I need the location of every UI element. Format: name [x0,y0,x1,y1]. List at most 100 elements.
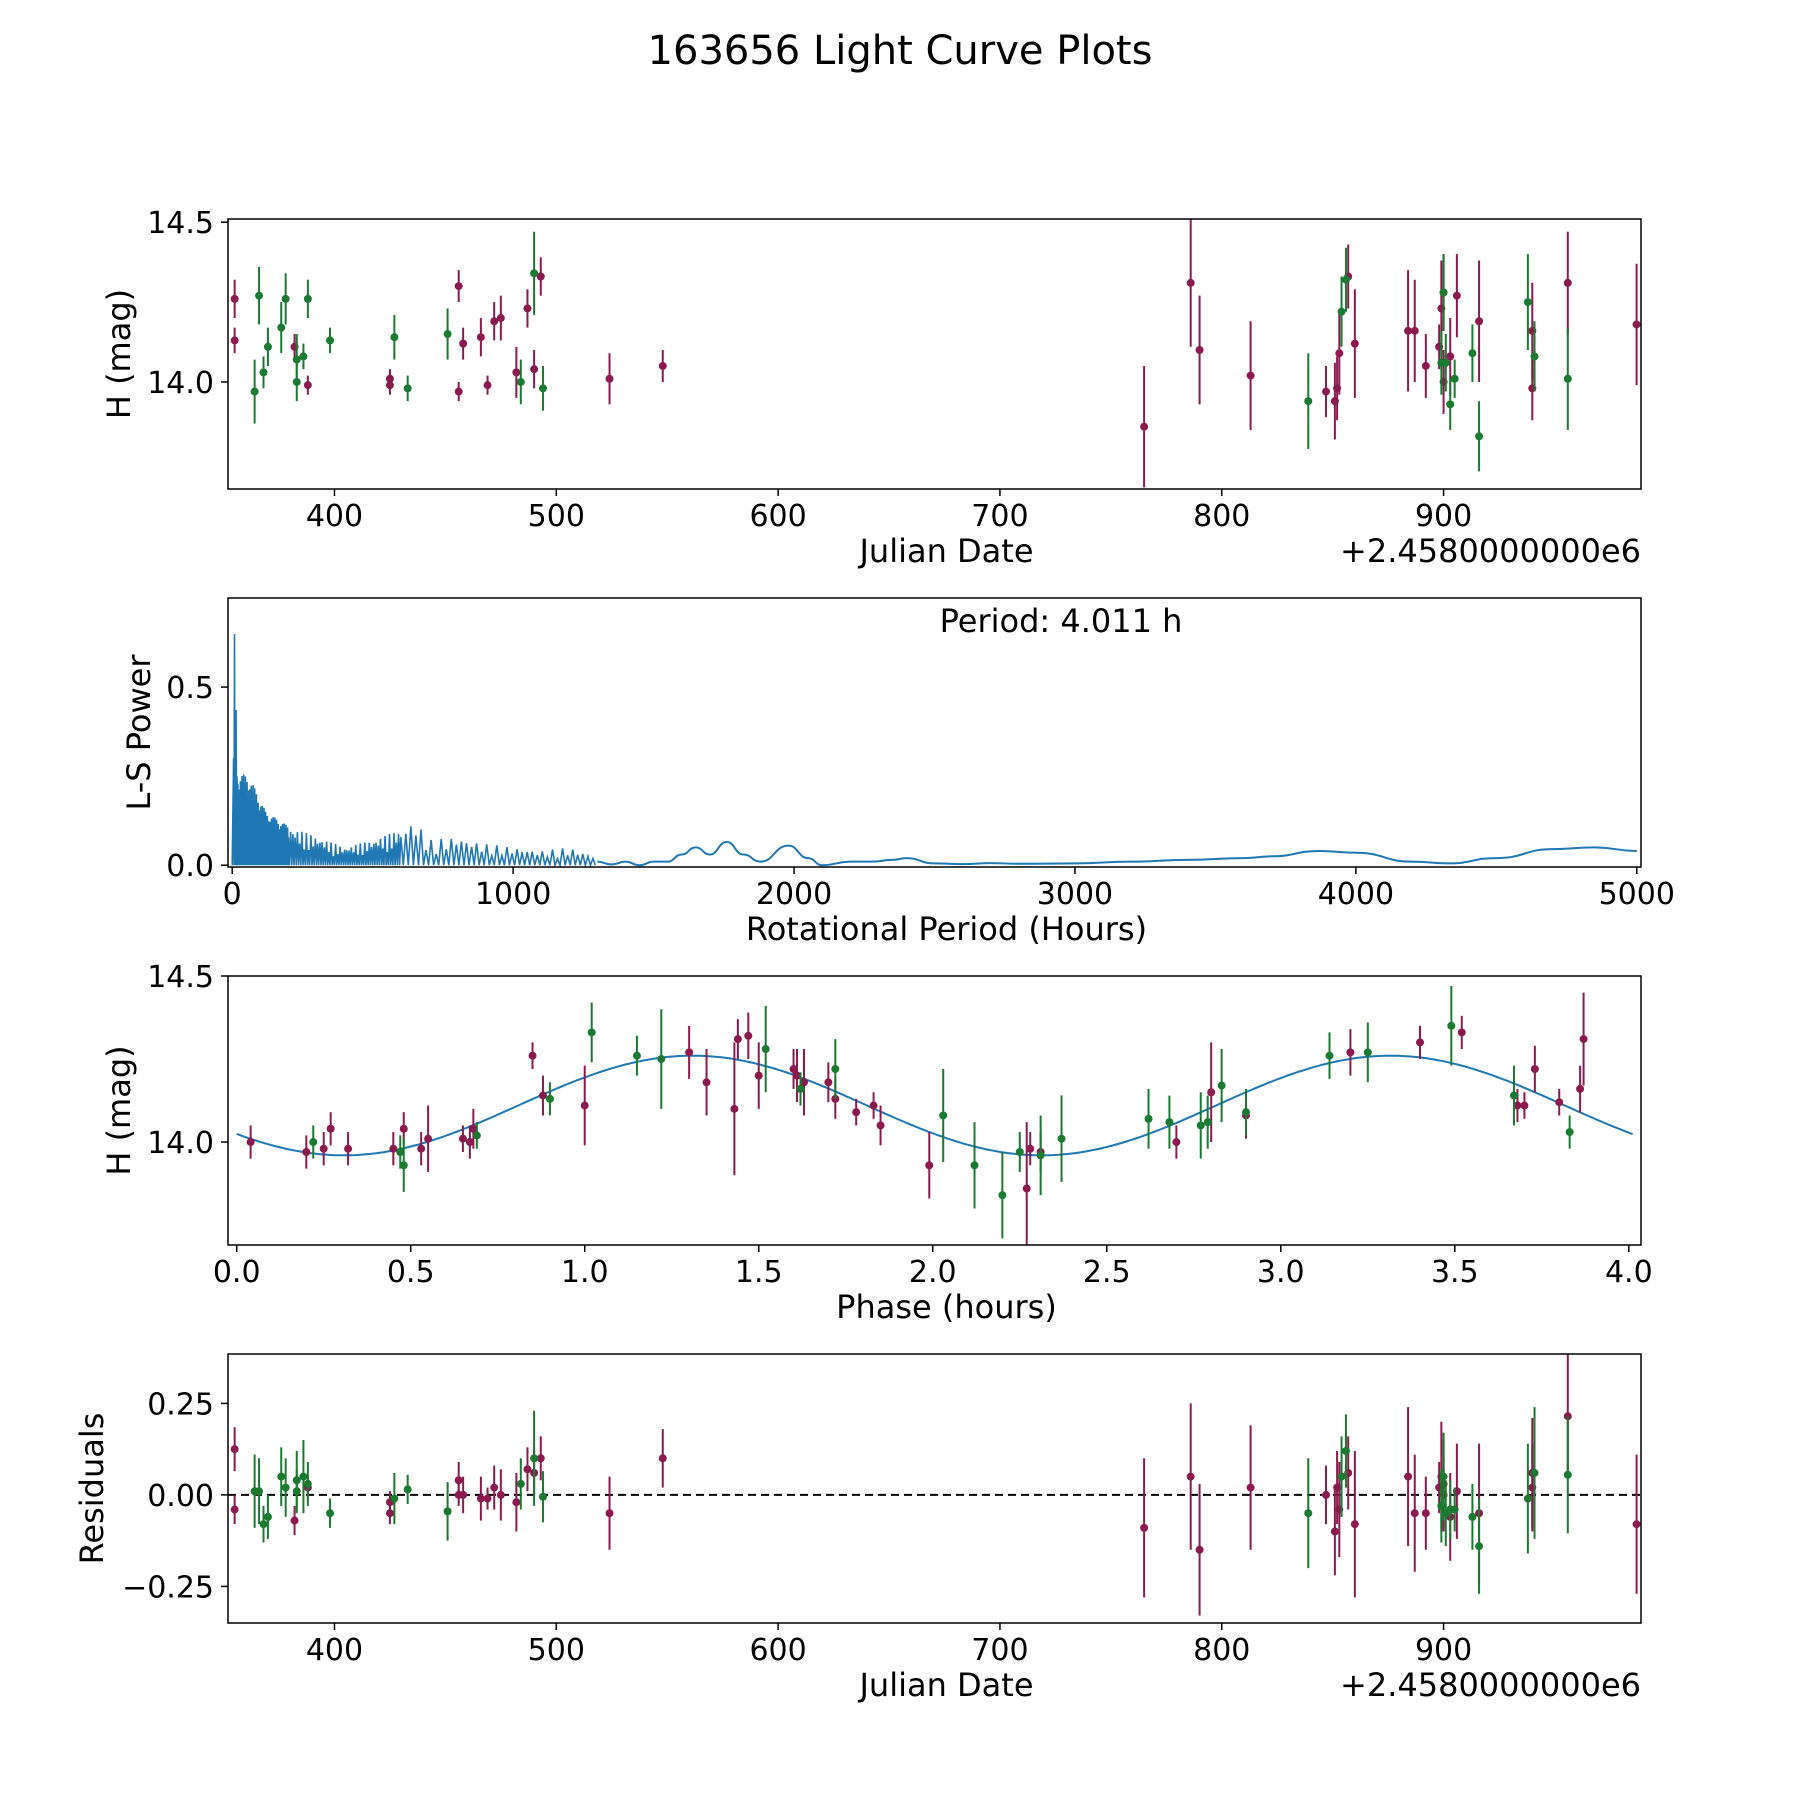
data-point [925,1161,934,1170]
data-point [299,352,308,361]
data-point [970,1161,979,1170]
y-axis-label: H (mag) [100,289,138,419]
x-tick-label: 4000 [1318,877,1394,912]
data-point [443,1507,452,1516]
filter-a-series [230,1354,1641,1616]
data-point [230,1505,239,1514]
data-point [1530,352,1539,361]
data-point [793,1071,802,1080]
lightcurve-axes-frame [227,218,1642,490]
data-point [702,1078,711,1087]
data-point [530,1454,539,1463]
data-point [523,304,532,313]
data-point [730,1104,739,1113]
x-tick-label: 3000 [1037,877,1113,912]
data-point [230,336,239,345]
data-point [390,1494,399,1503]
data-point [1441,358,1450,367]
data-point [1563,278,1572,287]
filter-a-series [246,992,1588,1245]
data-point [1015,1148,1024,1157]
data-point [299,1472,308,1481]
data-point [302,1148,311,1157]
data-point [458,1134,467,1143]
data-point [1304,397,1313,406]
filter-a-series [230,219,1641,488]
data-point [403,1485,412,1494]
data-point [1350,1520,1359,1529]
data-point [230,294,239,303]
data-point [281,1483,290,1492]
x-tick-label: 1.0 [561,1255,609,1290]
x-axis-label: Rotational Period (Hours) [746,910,1147,948]
data-point [1304,1509,1313,1518]
data-point [399,1161,408,1170]
residuals-panel: 400 500 600 700 800 900 0.25 0.00 −0.25 Julian Da… [73,1353,1642,1704]
lightcurve-panel: 400 500 600 700 800 900 14.0 14.5 Julian Date H (… [100,206,1642,570]
data-point [263,1512,272,1521]
data-point [1450,1505,1459,1514]
data-point [277,1472,286,1481]
data-point [1446,352,1455,361]
data-point [528,1051,537,1060]
data-point [1632,320,1641,329]
data-point [1457,1028,1466,1037]
x-tick-label: 3.0 [1257,1255,1305,1290]
data-point [685,1048,694,1057]
data-point [1404,326,1413,335]
data-point [1404,1472,1413,1481]
data-point [319,1144,328,1153]
data-point [1439,288,1448,297]
data-point [1341,275,1350,284]
data-point [326,1124,335,1133]
data-point [657,1055,666,1064]
data-point [796,1084,805,1093]
data-point [303,294,312,303]
x-tick-label: 500 [528,499,585,534]
x-tick-label: 0.0 [213,1255,261,1290]
data-point [1207,1088,1216,1097]
data-point [385,1509,394,1518]
data-point [326,336,335,345]
data-point [396,1148,405,1157]
x-tick-label: 1.5 [735,1255,783,1290]
data-point [1576,1084,1585,1093]
data-point [536,272,545,281]
data-point [869,1101,878,1110]
data-point [852,1108,861,1117]
y-tick-label: 14.5 [147,960,214,995]
data-point [459,1490,468,1499]
x-tick-label: 600 [749,499,806,534]
data-point [490,317,499,326]
data-point [1523,298,1532,307]
data-point [443,330,452,339]
data-point [1475,432,1484,441]
data-point [1186,278,1195,287]
data-point [1022,1184,1031,1193]
data-point [799,1078,808,1087]
x-tick-label: 2000 [756,877,832,912]
data-point [1530,1468,1539,1477]
data-point [1563,1470,1572,1479]
data-point [658,361,667,370]
data-point [1565,1128,1574,1137]
residuals-plot-area [228,1354,1641,1616]
ls-power-line [597,841,1637,867]
data-point [1450,374,1459,383]
figure-title: 163656 Light Curve Plots [648,28,1153,74]
data-point [1475,317,1484,326]
data-point [1509,1091,1518,1100]
data-point [789,1064,798,1073]
x-tick-label: 3.5 [1431,1255,1479,1290]
data-point [1363,1048,1372,1057]
data-point [512,1498,521,1507]
x-tick-label: 900 [1415,1633,1472,1668]
data-point [538,384,547,393]
y-tick-label: 0.00 [147,1479,214,1514]
data-point [389,1144,398,1153]
data-point [1555,1098,1564,1107]
data-point [530,269,539,278]
periodogram-axes-frame [227,597,1642,868]
data-point [1513,1101,1522,1110]
